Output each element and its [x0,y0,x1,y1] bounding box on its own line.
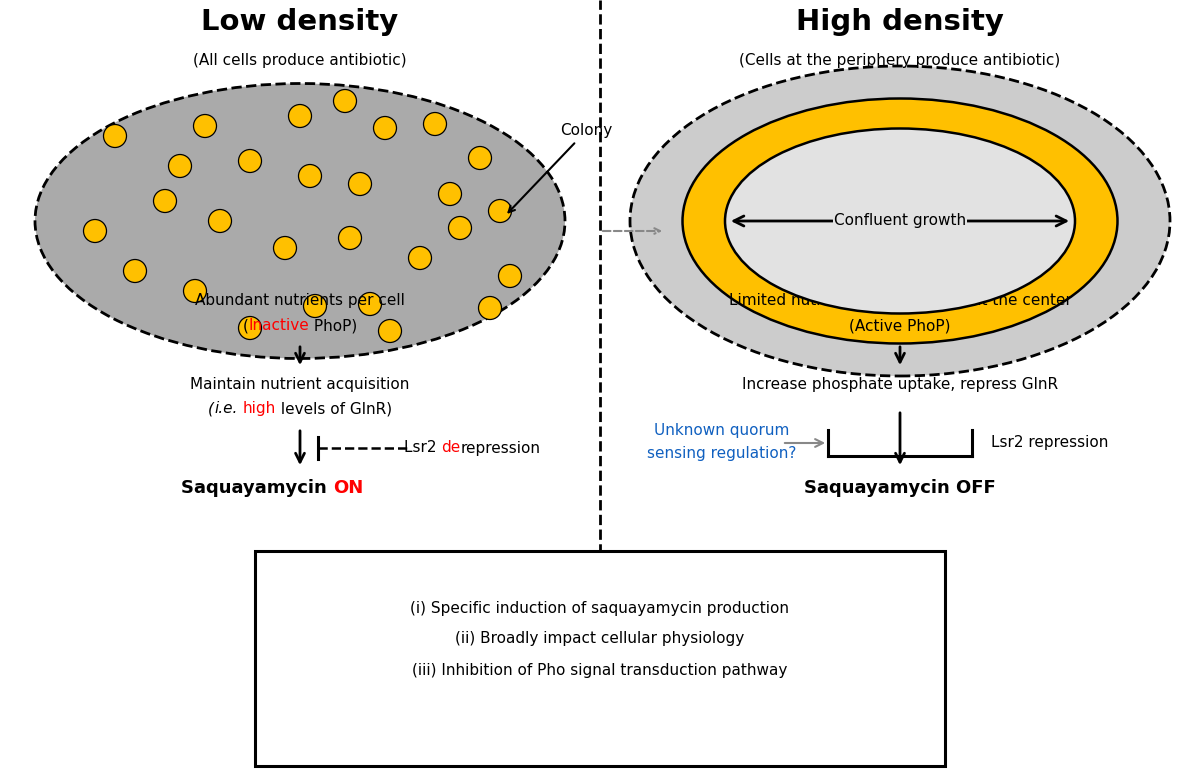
Circle shape [184,279,206,303]
Ellipse shape [35,84,565,359]
Circle shape [299,165,322,188]
Text: Maintain nutrient acquisition: Maintain nutrient acquisition [191,377,409,393]
Circle shape [359,293,382,316]
Text: Lsr2 repression: Lsr2 repression [991,435,1109,451]
Circle shape [468,147,492,169]
Circle shape [168,154,192,178]
Text: PhoP): PhoP) [310,318,358,334]
Text: high: high [242,401,276,417]
Text: Lsr2: Lsr2 [403,441,442,456]
Ellipse shape [630,66,1170,376]
Text: levels of GlnR): levels of GlnR) [276,401,392,417]
Circle shape [274,237,296,259]
Text: ²⁺: ²⁺ [706,563,721,581]
Circle shape [424,113,446,136]
Text: (: ( [242,318,248,334]
Text: Increase phosphate uptake, repress GlnR: Increase phosphate uptake, repress GlnR [742,377,1058,393]
Text: ON: ON [332,479,364,497]
Ellipse shape [683,99,1117,344]
Text: Saquayamycin OFF: Saquayamycin OFF [804,479,996,497]
Circle shape [239,317,262,339]
Text: Inactive: Inactive [248,318,310,334]
Text: (ii) Broadly impact cellular physiology: (ii) Broadly impact cellular physiology [455,632,745,646]
Ellipse shape [725,129,1075,314]
Circle shape [239,150,262,172]
Circle shape [288,105,312,127]
Circle shape [498,265,522,287]
Circle shape [373,116,396,140]
Circle shape [408,247,432,269]
Text: :: : [721,563,727,581]
Circle shape [124,259,146,282]
Text: Abundant nutrients per cell: Abundant nutrients per cell [196,293,404,309]
Circle shape [338,227,361,250]
Circle shape [209,210,232,233]
Text: (Active PhoP): (Active PhoP) [850,318,950,334]
Text: (Cells at the periphery produce antibiotic): (Cells at the periphery produce antibiot… [739,53,1061,68]
Text: (iii) Inhibition of Pho signal transduction pathway: (iii) Inhibition of Pho signal transduct… [413,663,787,678]
Text: i.e.: i.e. [214,401,238,417]
Circle shape [488,199,511,223]
Text: repression: repression [461,441,540,456]
Text: (All cells produce antibiotic): (All cells produce antibiotic) [193,53,407,68]
FancyBboxPatch shape [254,551,946,766]
Text: High Mg: High Mg [629,563,706,581]
Text: Saquayamycin: Saquayamycin [181,479,332,497]
Text: (: ( [208,401,214,417]
Text: Confluent growth: Confluent growth [834,213,966,228]
Circle shape [378,320,402,342]
Circle shape [304,295,326,317]
Text: High density: High density [796,8,1004,36]
Text: (i) Specific induction of saquayamycin production: (i) Specific induction of saquayamycin p… [410,601,790,615]
Text: Possible effects of: Possible effects of [473,563,629,581]
Circle shape [334,89,356,113]
Circle shape [84,220,107,242]
Circle shape [348,172,372,196]
Circle shape [154,189,176,213]
Text: Low density: Low density [202,8,398,36]
Text: sensing regulation?: sensing regulation? [647,446,797,462]
Circle shape [103,124,126,147]
Text: Unknown quorum: Unknown quorum [654,424,790,438]
Circle shape [479,296,502,320]
Circle shape [193,115,216,137]
Text: Colony: Colony [509,123,612,213]
Text: de: de [442,441,461,456]
Circle shape [438,182,462,206]
Text: Limited nutrients, more limited at the center: Limited nutrients, more limited at the c… [728,293,1072,309]
Circle shape [449,217,472,240]
